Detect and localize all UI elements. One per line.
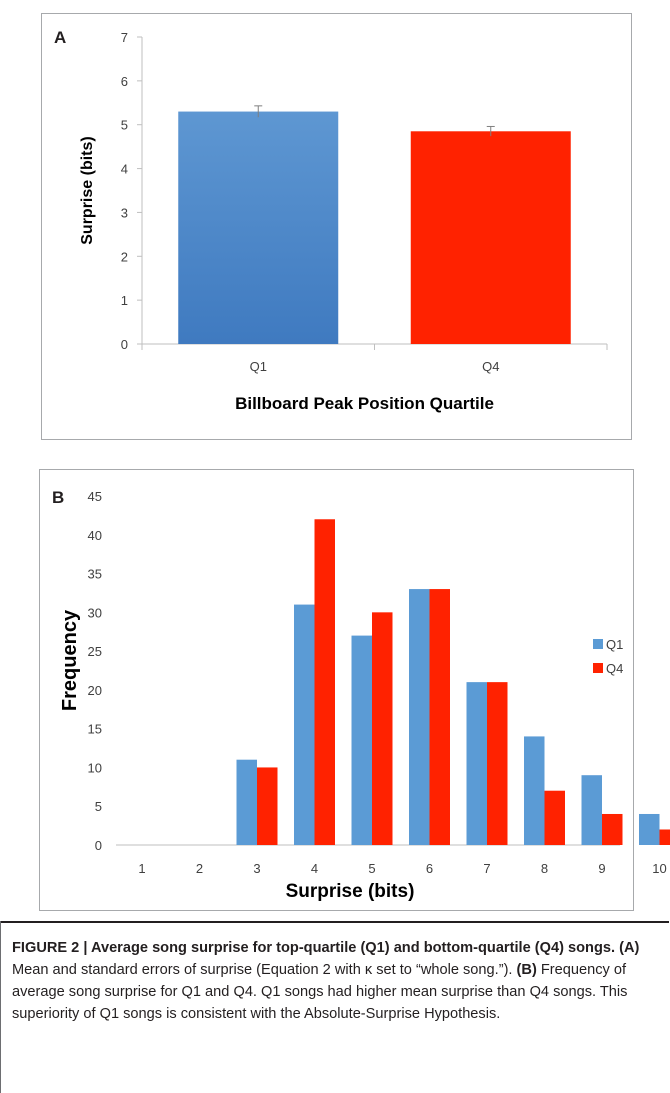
x-tick-label: 1 — [138, 861, 145, 876]
y-tick-label: 35 — [88, 567, 102, 582]
bar-q4-3 — [257, 767, 278, 845]
bar-q4-5 — [372, 612, 393, 845]
bar-q4-7 — [487, 682, 508, 845]
panel-b-letter: B — [52, 488, 65, 507]
x-axis-title: Billboard Peak Position Quartile — [235, 394, 494, 413]
x-tick-label: 7 — [483, 861, 490, 876]
bar-q1-10 — [639, 813, 660, 845]
bar-q4-4 — [314, 519, 335, 845]
bar-q1-4 — [294, 604, 315, 845]
y-tick-label: 0 — [121, 337, 128, 352]
y-tick-label: 2 — [121, 249, 128, 264]
y-axis-title: Surprise (bits) — [79, 136, 96, 244]
y-tick-label: 5 — [121, 118, 128, 133]
figure-caption: FIGURE 2 | Average song surprise for top… — [12, 937, 662, 1025]
bar-q1-7 — [466, 682, 487, 845]
bar-q4-8 — [544, 790, 565, 845]
panel-a-chart: 0 1 2 3 4 5 6 7 Q1 Q4 Surprise (bits) Billboard Pea… — [79, 30, 608, 413]
caption-divider — [0, 921, 669, 923]
y-tick-label: 7 — [121, 30, 128, 45]
bar-q1-6 — [409, 589, 430, 845]
y-tick-label: 5 — [95, 799, 102, 814]
y-tick-label: 20 — [88, 683, 102, 698]
y-tick-label: 30 — [88, 605, 102, 620]
bar-q1-5 — [351, 635, 372, 845]
panel-a-letter: A — [54, 28, 67, 47]
bar-q4-10 — [659, 829, 670, 845]
x-tick-label: 5 — [368, 861, 375, 876]
y-tick-label: 4 — [121, 162, 128, 177]
caption-side-rule — [0, 921, 1, 1093]
y-tick-label: 10 — [88, 760, 102, 775]
caption-label: FIGURE 2 | Average song surprise for top… — [12, 940, 616, 956]
x-tick-label: Q1 — [250, 359, 267, 374]
panel-b: B 0 5 10 15 20 25 30 35 40 45 1 2 3 4 5 6 7 8 9 10 Q1 Q4 Frequ… — [39, 469, 670, 911]
bar-q1-8 — [524, 736, 545, 845]
x-tick-label: 8 — [541, 861, 548, 876]
y-tick-label: 3 — [121, 205, 128, 220]
x-tick-label: 9 — [598, 861, 605, 876]
x-tick-label: 2 — [196, 861, 203, 876]
bar-q4-9 — [602, 813, 623, 845]
y-tick-label: 45 — [88, 489, 102, 504]
y-tick-label: 15 — [88, 722, 102, 737]
bar-q1 — [178, 111, 339, 344]
x-tick-label: 4 — [311, 861, 318, 876]
legend-label-q1: Q1 — [606, 637, 623, 652]
y-tick-label: 40 — [88, 528, 102, 543]
y-tick-label: 0 — [95, 838, 102, 853]
x-tick-label: 10 — [652, 861, 666, 876]
y-axis-title: Frequency — [59, 609, 81, 711]
x-tick-label: 3 — [253, 861, 260, 876]
bar-q4 — [410, 131, 571, 344]
bar-q1-9 — [581, 775, 602, 845]
legend-label-q4: Q4 — [606, 661, 623, 676]
bar-q4-6 — [429, 589, 450, 845]
caption-part-a-label: (A) — [619, 940, 640, 956]
x-axis-title: Surprise (bits) — [286, 881, 415, 902]
y-tick-label: 6 — [121, 74, 128, 89]
y-tick-label: 25 — [88, 644, 102, 659]
bar-q1-3 — [236, 759, 257, 845]
y-tick-label: 1 — [121, 293, 128, 308]
legend-swatch-q1 — [593, 639, 603, 649]
caption-part-a-text: Mean and standard errors of surprise (Eq… — [12, 962, 513, 978]
x-tick-label: Q4 — [482, 359, 499, 374]
panel-a: A 0 1 2 3 4 5 6 7 Q1 Q4 Surprise (bits) Billboard P… — [41, 13, 632, 440]
caption-part-b-text: Frequency of average song surprise for Q… — [12, 962, 628, 1022]
x-tick-label: 6 — [426, 861, 433, 876]
caption-part-b-label: (B) — [516, 962, 537, 978]
legend-swatch-q4 — [593, 663, 603, 673]
